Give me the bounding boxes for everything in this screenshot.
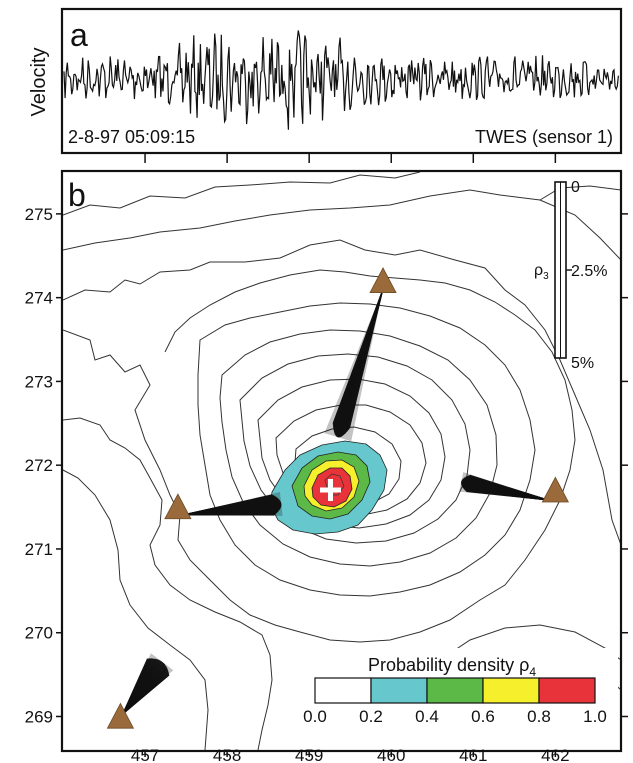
y-tick-label: 271 <box>25 540 53 559</box>
ray <box>332 288 384 424</box>
station-name-label: TWES (sensor 1) <box>475 127 613 147</box>
panel-a-label: a <box>70 17 88 53</box>
ray-fan-east <box>459 472 550 501</box>
ray-fans <box>122 288 550 715</box>
y-tick-label: 272 <box>25 456 53 475</box>
x-tick-label: 457 <box>131 746 159 763</box>
rho3-subscript: 3 <box>543 271 549 282</box>
colorbar-cell <box>426 677 484 704</box>
panel-b-label: b <box>68 177 86 213</box>
y-tick-label: 269 <box>25 707 53 726</box>
seismogram-trace <box>63 30 619 130</box>
colorbar-tick-label: 0.2 <box>359 707 383 726</box>
topographic-contours <box>63 172 621 750</box>
x-axis: 457 458 459 460 461 462 <box>131 746 570 763</box>
svg-text:Probability density ρ4: Probability density ρ4 <box>368 655 536 679</box>
y-tick-label: 274 <box>25 289 53 308</box>
ray-fan-north <box>324 288 384 442</box>
station-triangle-4 <box>106 702 135 729</box>
ray-fan-fill <box>122 653 174 715</box>
x-tick-label: 459 <box>295 746 323 763</box>
rho3-scale-bar: 0 2.5% 5% ρ3 <box>534 179 607 372</box>
colorbar-tick-label: 0.4 <box>415 707 439 726</box>
colorbar-title: Probability density ρ <box>368 655 529 675</box>
y-axis: 275 274 273 272 271 270 269 <box>25 205 628 726</box>
rho3-label-mid: 2.5% <box>571 263 607 280</box>
station-triangle-3 <box>541 476 570 503</box>
ray-fan-fill <box>181 492 283 516</box>
ray-fan-west <box>181 492 283 516</box>
colorbar-title-subscript: 4 <box>529 665 536 679</box>
colorbar-cell <box>314 677 372 704</box>
ray-fan-southwest <box>122 653 174 715</box>
velocity-axis-label: Velocity <box>28 48 50 117</box>
rho3-symbol: ρ <box>534 262 543 279</box>
colorbar-cell <box>370 677 428 704</box>
ray-fan-fill <box>459 472 550 501</box>
colorbar-tick-label: 0.0 <box>303 707 327 726</box>
ray-fan-fill <box>324 288 384 442</box>
ray <box>469 474 550 501</box>
source-location-cross <box>320 479 341 501</box>
ray <box>122 674 170 715</box>
colorbar-cell <box>538 677 596 704</box>
x-tick-label: 460 <box>377 746 405 763</box>
panel-a: a Velocity 2-8-97 05:09:15 TWES (sensor … <box>28 7 623 163</box>
y-tick-label: 275 <box>25 205 53 224</box>
probability-colorbar: Probability density ρ4 0.0 0.2 0.4 0.6 0.8 1.… <box>285 648 618 748</box>
colorbar-cell <box>482 677 540 704</box>
panel-a-frame <box>60 7 623 155</box>
station-triangle-1 <box>369 267 397 293</box>
station-markers <box>106 267 570 729</box>
svg-text:ρ3: ρ3 <box>534 262 549 282</box>
panel-b-frame <box>60 169 623 753</box>
timestamp-label: 2-8-97 05:09:15 <box>68 127 195 147</box>
colorbar-tick-label: 1.0 <box>583 707 607 726</box>
colorbar-tick-label: 0.8 <box>527 707 551 726</box>
colorbar-tick-label: 0.6 <box>471 707 495 726</box>
rho3-label-0: 0 <box>571 179 580 196</box>
station-triangle-2 <box>164 493 192 520</box>
y-tick-label: 273 <box>25 372 53 391</box>
x-tick-label: 461 <box>459 746 487 763</box>
x-tick-label: 458 <box>213 746 241 763</box>
x-tick-label: 462 <box>541 746 569 763</box>
rho3-label-max: 5% <box>571 355 594 372</box>
y-tick-label: 270 <box>25 624 53 643</box>
